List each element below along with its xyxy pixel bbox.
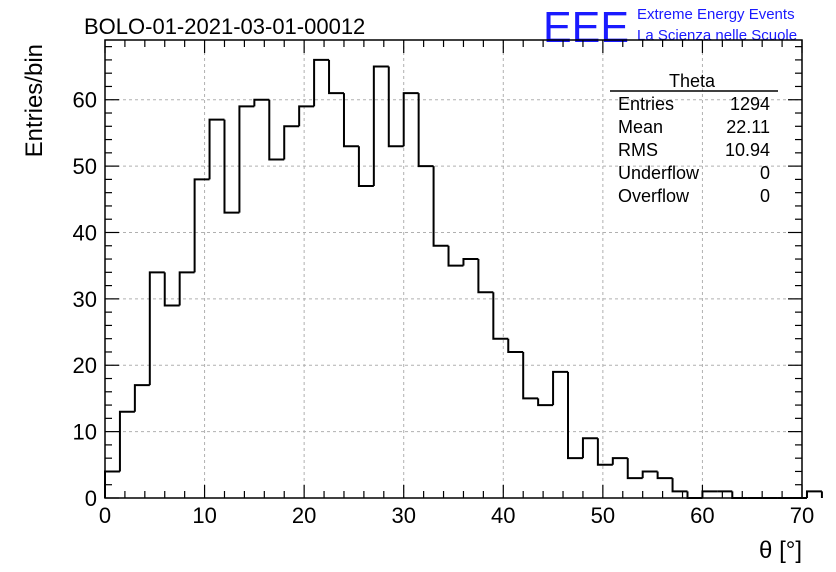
- histogram-bin: [462, 258, 479, 266]
- y-tick-label: 50: [73, 154, 97, 179]
- plot-frame: [104, 39, 803, 499]
- histogram-series: [104, 58, 823, 499]
- histogram-bin: [552, 370, 569, 406]
- stats-value: 10.94: [725, 140, 770, 160]
- histogram-bin: [283, 125, 300, 160]
- histogram-bin: [328, 59, 344, 95]
- stats-title: Theta: [669, 71, 716, 91]
- x-tick-label: 30: [391, 503, 415, 528]
- stats-value: 22.11: [726, 117, 770, 137]
- histogram-bin: [298, 105, 315, 127]
- histogram-bin: [118, 410, 135, 472]
- stats-label: Underflow: [618, 163, 700, 183]
- histogram-bin: [537, 398, 554, 407]
- stats-label: Mean: [618, 117, 663, 137]
- histogram-bin: [805, 490, 822, 498]
- stats-value: 0: [760, 163, 770, 183]
- histogram-bin: [193, 178, 210, 273]
- y-tick-label: 40: [73, 220, 97, 245]
- histogram-bin: [686, 491, 703, 499]
- histogram-bin: [581, 437, 598, 459]
- y-tick-label: 0: [85, 486, 97, 511]
- stats-label: RMS: [618, 140, 658, 160]
- histogram-bin: [671, 478, 688, 493]
- x-tick-label: 20: [292, 503, 316, 528]
- eee-logo: EEE: [543, 3, 629, 52]
- histogram-bin: [417, 93, 434, 168]
- x-axis-label: θ [°]: [759, 537, 802, 564]
- histogram-bin: [208, 118, 225, 180]
- histogram-bin: [148, 271, 165, 386]
- histogram-bin: [268, 99, 285, 161]
- histogram-bin: [133, 384, 150, 412]
- axis-ticks: [104, 40, 803, 499]
- histogram-bin: [342, 93, 359, 148]
- histogram-bin: [357, 146, 374, 188]
- histogram-bin: [432, 166, 449, 247]
- logo-line-1: Extreme Energy Events: [637, 6, 795, 23]
- histogram-bin: [596, 438, 613, 466]
- stats-value: 0: [760, 186, 770, 206]
- histogram-bin: [611, 457, 628, 465]
- chart-title: BOLO-01-2021-03-01-00012: [84, 14, 365, 39]
- histogram-bin: [223, 119, 240, 214]
- histogram-bin: [253, 98, 270, 107]
- histogram-bin: [477, 259, 494, 294]
- x-tick-label: 40: [491, 503, 515, 528]
- histogram-bin: [567, 371, 583, 460]
- histogram-bin: [372, 65, 389, 187]
- histogram-bin: [238, 105, 255, 213]
- histogram-bin: [641, 470, 658, 479]
- x-tick-label: 50: [591, 503, 615, 528]
- x-tick-label: 70: [790, 503, 814, 528]
- histogram-bin: [313, 58, 330, 107]
- stats-label: Overflow: [618, 186, 690, 206]
- histogram-bin: [626, 458, 643, 480]
- y-tick-label: 10: [73, 420, 97, 445]
- stats-label: Entries: [618, 94, 674, 114]
- histogram-bin: [163, 272, 180, 307]
- stats-box: Theta Entries 1294 Mean 22.11 RMS 10.94 Underf…: [610, 71, 778, 206]
- y-tick-label: 20: [73, 353, 97, 378]
- logo-line-2: La Scienza nelle Scuole: [637, 27, 797, 44]
- histogram-bin: [522, 351, 539, 400]
- histogram-bin: [402, 92, 419, 147]
- histogram-bin: [507, 338, 524, 353]
- axis-tick-labels: 0 10 20 30 40 50 60 70 0 10 20 30 40 50 60: [73, 88, 815, 528]
- plot-area-frame: [104, 39, 803, 499]
- histogram-bin: [731, 491, 748, 499]
- y-tick-label: 30: [73, 287, 97, 312]
- histogram-bin: [447, 245, 464, 267]
- x-tick-label: 10: [192, 503, 216, 528]
- stats-value: 1294: [730, 94, 770, 114]
- eee-logo-mark: EEE: [543, 3, 629, 52]
- x-tick-label: 0: [99, 503, 111, 528]
- histogram-bin: [656, 471, 673, 480]
- histogram-bin: [701, 490, 718, 498]
- x-tick-label: 60: [690, 503, 714, 528]
- stats-rows: Entries 1294 Mean 22.11 RMS 10.94 Underflow 0 Ov…: [618, 94, 770, 206]
- grid: [105, 40, 802, 498]
- y-axis-label: Entries/bin: [21, 44, 48, 157]
- histogram-bin: [178, 271, 195, 306]
- histogram-bin: [387, 66, 404, 148]
- y-tick-label: 60: [73, 88, 97, 113]
- histogram-bin: [492, 292, 509, 340]
